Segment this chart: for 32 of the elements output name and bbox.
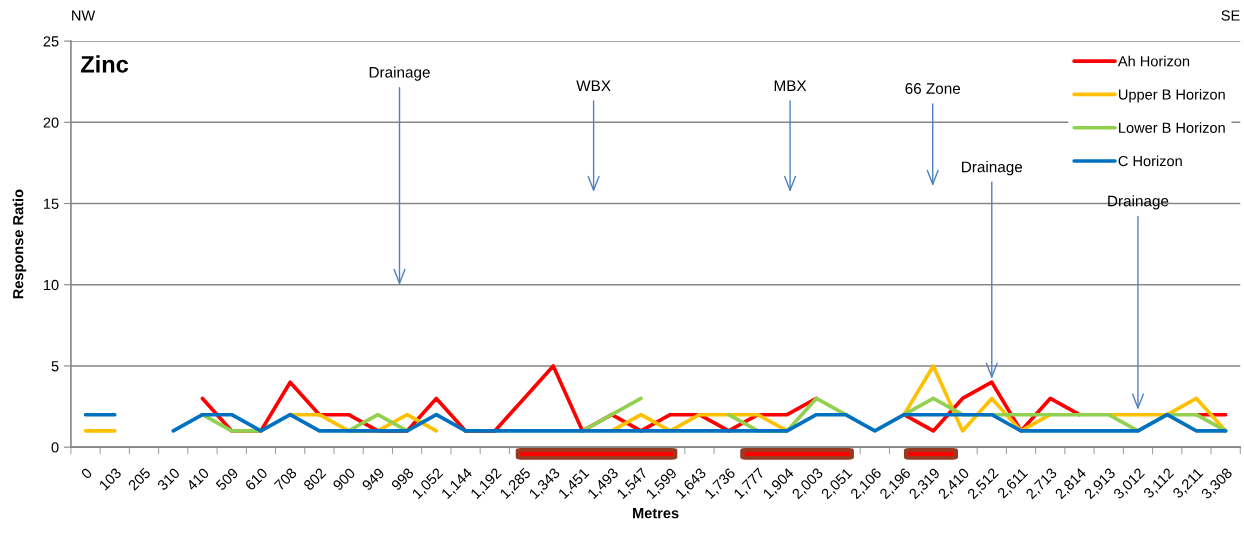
legend-label: Upper B Horizon <box>1119 88 1225 103</box>
chart-title: Zinc <box>80 55 129 73</box>
annotation: Drainage <box>962 161 1023 176</box>
y-tick-label: 20 <box>43 117 59 128</box>
annotation: MBX <box>774 80 807 91</box>
x-tick-label: 802 <box>302 467 327 491</box>
y-tick-label: 25 <box>43 36 59 47</box>
x-axis-title: Metres <box>633 508 679 519</box>
x-tick-label: 610 <box>244 467 269 491</box>
legend-label: Ah Horizon <box>1117 55 1190 67</box>
x-tick-label: 509 <box>215 467 239 491</box>
text: NW <box>72 10 96 21</box>
x-tick-label: 410 <box>185 467 210 492</box>
annotation: WBX <box>576 80 611 91</box>
y-tick-label: 0 <box>51 442 59 453</box>
x-tick-label: 310 <box>156 467 181 491</box>
x-tick-label: 708 <box>273 467 298 491</box>
x-tick-label: 103 <box>98 467 122 491</box>
annotation: Drainage <box>1108 195 1169 210</box>
legend-label: C Horizon <box>1118 155 1182 167</box>
y-tick-label: 15 <box>44 198 59 209</box>
text: SE <box>1221 10 1240 21</box>
x-tick-label: 205 <box>127 467 152 491</box>
annotation: Drainage <box>369 66 430 81</box>
y-axis-title: Response Ratio <box>12 189 27 299</box>
x-tick-label: 949 <box>361 467 385 491</box>
x-tick-label: 0 <box>80 467 93 480</box>
annotation: 66 Zone <box>905 83 961 94</box>
legend-label: Lower B Horizon <box>1119 122 1225 133</box>
x-tick-label: 900 <box>332 467 356 491</box>
y-tick-label: 10 <box>44 279 59 291</box>
y-tick-label: 5 <box>51 361 59 372</box>
